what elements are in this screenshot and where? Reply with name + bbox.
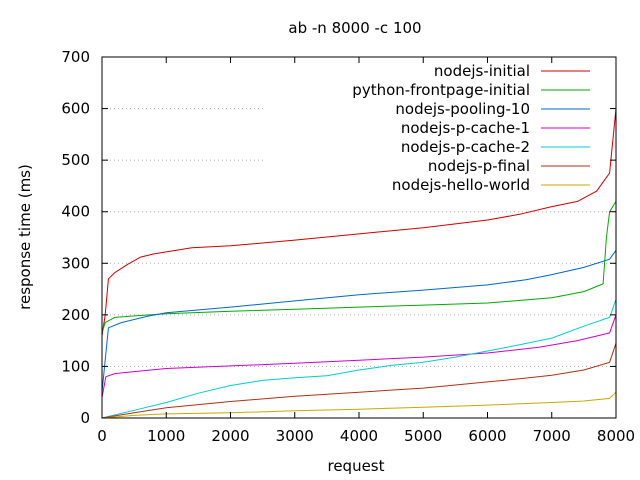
legend-label-nodejs-p-cache-2: nodejs-p-cache-2 [401, 138, 530, 156]
series-lines [101, 108, 617, 419]
x-tick-label: 7000 [533, 427, 571, 445]
plot-border [101, 56, 617, 419]
y-tick-label: 200 [61, 306, 90, 324]
series-line-nodejs-p-cache-2 [101, 299, 617, 419]
y-tick-label: 500 [61, 151, 90, 169]
legend-label-nodejs-p-cache-1: nodejs-p-cache-1 [401, 119, 530, 137]
x-tick-label: 8000 [597, 427, 635, 445]
y-tick-label: 0 [80, 409, 90, 427]
series-line-nodejs-pooling-10 [101, 250, 617, 393]
legend-label-nodejs-initial: nodejs-initial [434, 62, 530, 80]
y-tick-label: 600 [61, 100, 90, 118]
y-tick-label: 400 [61, 203, 90, 221]
series-line-nodejs-hello-world [101, 391, 617, 419]
x-tick-label: 6000 [468, 427, 506, 445]
y-tick-label: 100 [61, 357, 90, 375]
legend-label-nodejs-p-final: nodejs-p-final [428, 157, 530, 175]
y-tick-label: 300 [61, 254, 90, 272]
series-line-nodejs-initial [101, 108, 617, 336]
y-tick-label: 700 [61, 48, 90, 66]
legend-label-nodejs-hello-world: nodejs-hello-world [392, 176, 530, 194]
series-line-nodejs-p-cache-1 [101, 314, 617, 398]
x-tick-label: 1000 [147, 427, 185, 445]
x-tick-label: 2000 [211, 427, 249, 445]
x-tick-label: 0 [97, 427, 107, 445]
series-line-nodejs-p-final [101, 343, 617, 419]
legend: nodejs-initialpython-frontpage-initialno… [352, 62, 590, 194]
legend-label-nodejs-pooling-10: nodejs-pooling-10 [395, 100, 530, 118]
x-tick-label: 4000 [340, 427, 378, 445]
chart-title: ab -n 8000 -c 100 [288, 19, 421, 37]
y-axis-label: response time (ms) [16, 164, 34, 310]
x-axis-label: request [327, 457, 384, 475]
x-tick-label: 5000 [404, 427, 442, 445]
x-tick-label: 3000 [276, 427, 314, 445]
series-line-python-frontpage-initial [101, 201, 617, 334]
legend-label-python-frontpage-initial: python-frontpage-initial [352, 81, 530, 99]
grid-lines [102, 108, 616, 367]
